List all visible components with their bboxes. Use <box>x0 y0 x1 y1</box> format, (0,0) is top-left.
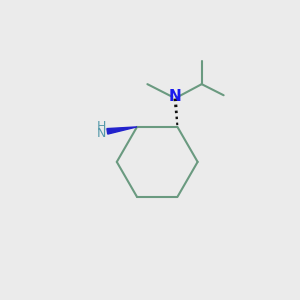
Text: H: H <box>97 120 106 133</box>
Polygon shape <box>107 127 137 134</box>
Text: N: N <box>97 127 106 140</box>
Text: N: N <box>169 89 182 104</box>
